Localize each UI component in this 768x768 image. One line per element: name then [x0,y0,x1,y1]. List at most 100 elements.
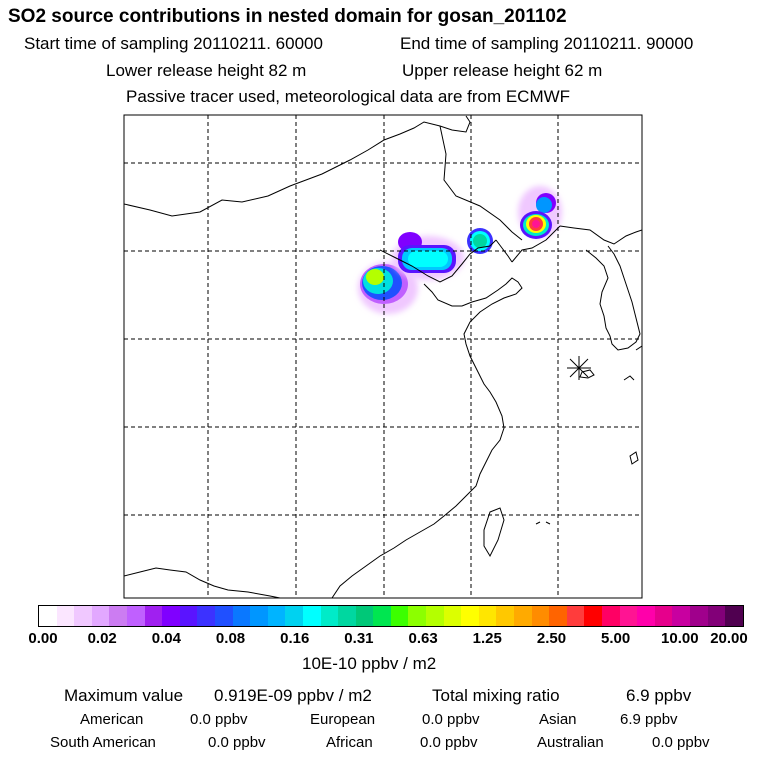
color-scale-label: 20.00 [710,630,748,647]
region-name-asian: Asian [539,711,577,728]
region-name-african: African [326,734,373,751]
concentration-plume-west [358,262,418,314]
max-value-label: Maximum value [64,686,184,705]
color-scale-swatch [461,606,479,626]
color-scale-swatch [74,606,92,626]
color-scale-swatch [250,606,268,626]
color-scale-swatch [126,606,145,626]
color-scale-swatch [408,606,427,626]
color-scale-swatch [214,606,233,626]
region-name-south-american: South American [50,734,156,751]
mongolia-border [124,115,471,217]
bohai-west-coast [379,239,497,283]
color-scale-swatch [725,606,743,626]
region-value-australian: 0.0 ppbv [652,734,710,751]
korea-peninsula [585,245,641,351]
region-name-australian: Australian [537,734,604,751]
color-scale-label: 0.08 [215,630,246,647]
region-value-european: 0.0 ppbv [422,711,480,728]
color-scale-swatch [39,606,57,626]
color-scale-swatch [637,606,655,626]
color-scale-swatch [478,606,497,626]
japan-coast-fragment [635,345,642,351]
tracer-note: Passive tracer used, meteorological data… [126,87,571,106]
color-scale-swatch [566,606,585,626]
region-value-south-american: 0.0 ppbv [208,734,266,751]
japan-islet-2 [629,451,639,465]
color-scale-swatch [56,606,75,626]
color-scale-swatch [496,606,515,626]
color-scale-swatch [267,606,286,626]
color-scale-swatch [144,606,163,626]
color-scale-swatch [197,606,215,626]
color-scale-swatch [531,606,550,626]
map-frame [123,114,643,599]
color-scale-swatch [285,606,303,626]
color-scale-swatch [91,606,110,626]
color-scale-swatch [689,606,708,626]
southwest-border [124,567,171,577]
color-scale-swatch [514,606,532,626]
korea-border [559,225,642,245]
map-title: SO2 source contributions in nested domai… [8,6,567,27]
color-scale-label: 1.25 [472,630,502,647]
color-scale-swatch [443,606,462,626]
total-mixing-value: 6.9 ppbv [626,686,692,705]
color-scale-swatch [654,606,673,626]
region-value-asian: 6.9 ppbv [620,711,678,728]
color-scale-label: 0.16 [280,630,310,647]
region-name-american: American [80,711,144,728]
color-scale-swatch [549,606,567,626]
lat-lon-grid [124,115,642,598]
color-scale-swatch [426,606,444,626]
color-scale-swatch [302,606,321,626]
max-value: 0.919E-09 ppbv / m2 [214,686,372,705]
color-scale-label: 0.00 [28,630,58,647]
color-scale-swatch [338,606,356,626]
color-scale-label: 0.31 [344,630,374,647]
lower-release-height: Lower release height 82 m [106,61,307,80]
color-scale-swatch [162,606,180,626]
color-scale-swatch [672,606,690,626]
color-scale-swatch [109,606,127,626]
taiwan-island [483,507,505,558]
color-scale-swatch [355,606,374,626]
concentration-plume-east [518,186,562,239]
inner-border [439,125,523,241]
receptor-marker-icon [567,356,591,380]
color-scale-label: 5.00 [601,630,631,647]
total-mixing-label: Total mixing ratio [432,686,560,705]
color-scale-swatch [232,606,251,626]
region-value-african: 0.0 ppbv [420,734,478,751]
map-background [124,115,642,598]
ryukyu-islets [535,521,551,525]
map-canvas [123,114,643,599]
color-scale-label: 0.04 [151,630,181,647]
coastlines [124,115,642,598]
south-border [169,569,281,598]
japan-islet-1 [623,375,635,381]
color-scale-label: 10.00 [661,630,699,647]
concentration-plume-bohai [467,228,493,254]
end-time: End time of sampling 20110211. 90000 [400,34,694,53]
bohai-inner [495,239,513,263]
jeju-island [579,369,595,379]
color-scale-bar [38,605,744,627]
liaodong-coast [511,225,561,263]
start-time: Start time of sampling 20110211. 60000 [24,34,323,53]
color-scale-label: 0.63 [408,630,438,647]
color-scale-label: 0.02 [87,630,117,647]
color-scale-swatch [619,606,638,626]
china-east-coast [331,277,523,598]
color-scale-swatch [390,606,409,626]
color-scale-label: 2.50 [536,630,567,647]
upper-release-height: Upper release height 62 m [402,61,603,80]
region-value-american: 0.0 ppbv [190,711,248,728]
color-scale-swatch [707,606,726,626]
color-scale-swatch [373,606,391,626]
region-name-european: European [310,711,376,728]
color-scale-unit: 10E-10 ppbv / m2 [302,654,437,673]
color-scale-swatch [179,606,198,626]
color-scale-swatch [584,606,602,626]
color-scale-swatch [602,606,620,626]
